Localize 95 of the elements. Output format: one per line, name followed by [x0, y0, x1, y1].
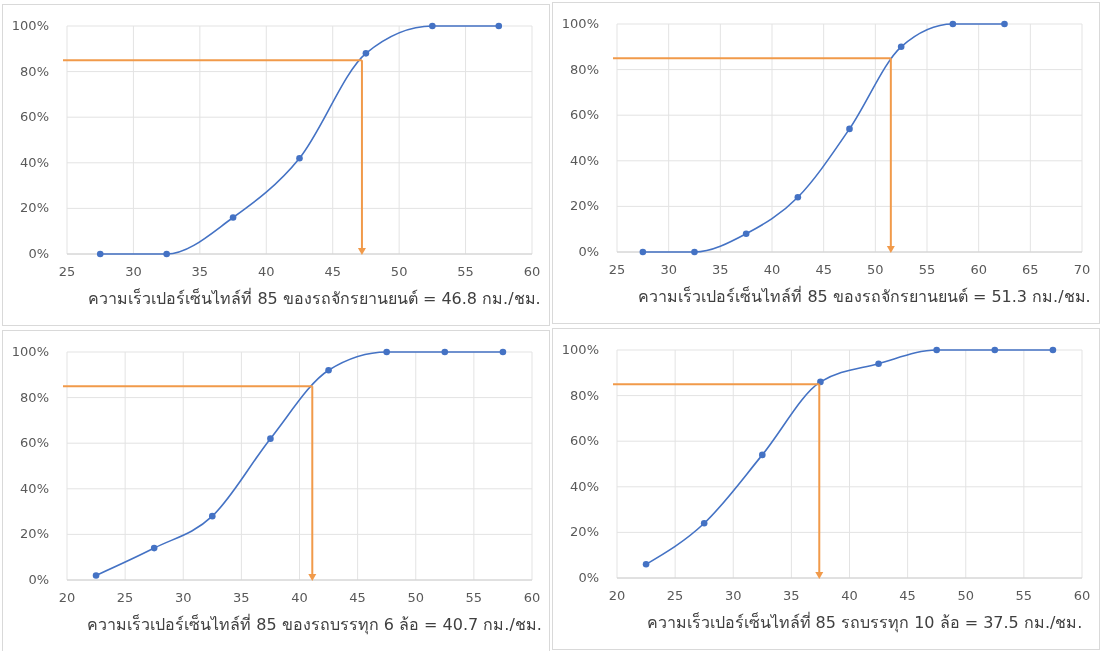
y-tick-label: 0% — [28, 246, 49, 261]
point — [1001, 20, 1008, 28]
point — [759, 451, 766, 459]
point — [817, 378, 824, 386]
x-tick-label: 55 — [918, 262, 936, 277]
point — [639, 248, 647, 256]
x-tick-label: 50 — [867, 262, 884, 277]
x-tick-label: 40 — [258, 264, 275, 279]
x-tick-label: 25 — [666, 588, 684, 603]
point — [700, 519, 708, 527]
point — [991, 346, 999, 354]
x-tick-label: 25 — [58, 264, 76, 279]
x-tick-label: 35 — [191, 264, 209, 279]
x-tick-label: 35 — [783, 588, 800, 603]
y-tick-label: 40% — [20, 154, 49, 170]
y-tick-label: 40% — [570, 152, 599, 168]
x-tick-label: 60 — [523, 590, 541, 605]
x-tick-label: 35 — [233, 590, 250, 605]
x-tick-label: 45 — [899, 588, 916, 603]
x-tick-label: 20 — [608, 588, 626, 603]
point — [949, 20, 957, 28]
point — [846, 125, 853, 133]
x-tick-label: 30 — [174, 590, 192, 605]
x-tick-label: 50 — [957, 588, 975, 603]
y-tick-label: 40% — [570, 478, 599, 494]
y-tick-label: 0% — [28, 572, 49, 587]
x-tick-label: 55 — [1015, 588, 1033, 603]
y-tick-label: 80% — [20, 389, 49, 405]
y-tick-label: 20% — [20, 526, 49, 542]
point — [1049, 346, 1057, 354]
point — [875, 360, 882, 367]
y-tick-label: 100% — [11, 18, 49, 33]
point — [92, 572, 100, 579]
x-tick-label: 45 — [349, 590, 366, 605]
point — [441, 348, 449, 356]
x-tick-label: 60 — [1073, 588, 1091, 603]
x-tick-label: 30 — [660, 262, 677, 277]
y-tick-label: 80% — [570, 61, 599, 77]
x-axis-title: ความเร็วเปอร์เซ็นไทล์ที่ 85 ของรถบรรทุก 6 ล้อ = 40.7 กม./ชม. — [87, 613, 542, 635]
point — [897, 43, 905, 51]
x-tick-label: 25 — [116, 590, 134, 605]
point — [163, 250, 170, 258]
point — [362, 50, 370, 57]
y-tick-label: 100% — [561, 342, 599, 357]
point — [383, 348, 390, 356]
x-tick-label: 30 — [724, 588, 742, 603]
x-tick-label: 60 — [523, 264, 541, 279]
point — [325, 366, 332, 374]
point — [794, 193, 802, 201]
y-tick-label: 100% — [11, 344, 49, 359]
y-tick-label: 0% — [578, 570, 599, 585]
point — [642, 561, 650, 568]
point — [429, 22, 436, 30]
x-tick-label: 60 — [970, 262, 987, 277]
x-tick-label: 25 — [608, 262, 626, 277]
point — [495, 22, 503, 30]
x-axis-title: ความเร็วเปอร์เซ็นไทล์ที่ 85 ของรถจักรยานยนต์ = 46.8 กม./ชม. — [88, 287, 541, 308]
y-tick-label: 20% — [570, 524, 599, 540]
x-tick-label: 65 — [1022, 262, 1039, 277]
y-tick-label: 40% — [20, 480, 49, 496]
x-tick-label: 55 — [465, 590, 483, 605]
x-tick-label: 40 — [763, 262, 781, 277]
point — [150, 544, 158, 552]
y-tick-label: 20% — [20, 200, 49, 216]
point — [96, 250, 104, 258]
y-tick-label: 60% — [20, 435, 49, 451]
point — [229, 214, 237, 221]
x-tick-label: 45 — [324, 264, 341, 279]
x-tick-label: 70 — [1073, 262, 1091, 277]
point — [499, 348, 507, 356]
y-tick-label: 80% — [570, 387, 599, 403]
x-tick-label: 35 — [712, 262, 729, 277]
x-tick-label: 50 — [407, 590, 425, 605]
x-tick-label: 40 — [291, 590, 308, 605]
x-tick-label: 30 — [125, 264, 142, 279]
y-tick-label: 0% — [578, 244, 599, 259]
point — [742, 230, 750, 238]
point — [933, 346, 940, 354]
x-tick-label: 20 — [58, 590, 76, 605]
point — [209, 512, 216, 520]
x-tick-label: 45 — [815, 262, 832, 277]
x-tick-label: 50 — [390, 264, 408, 279]
y-tick-label: 60% — [570, 433, 599, 449]
y-tick-label: 20% — [570, 198, 599, 214]
y-tick-label: 100% — [561, 16, 599, 31]
y-tick-label: 80% — [20, 63, 49, 79]
y-tick-label: 60% — [20, 109, 49, 125]
y-tick-label: 60% — [570, 107, 599, 123]
point — [267, 435, 274, 442]
x-tick-label: 55 — [457, 264, 474, 279]
point — [296, 154, 303, 162]
x-axis-title: ความเร็วเปอร์เซ็นไทล์ที่ 85 ของรถจักรยานยนต์ = 51.3 กม./ชม. — [638, 285, 1091, 306]
point — [691, 248, 698, 256]
x-axis-title: ความเร็วเปอร์เซ็นไทล์ที่ 85 รถบรรทุก 10 ล้อ = 37.5 กม./ชม. — [646, 611, 1083, 633]
x-tick-label: 40 — [841, 588, 858, 603]
